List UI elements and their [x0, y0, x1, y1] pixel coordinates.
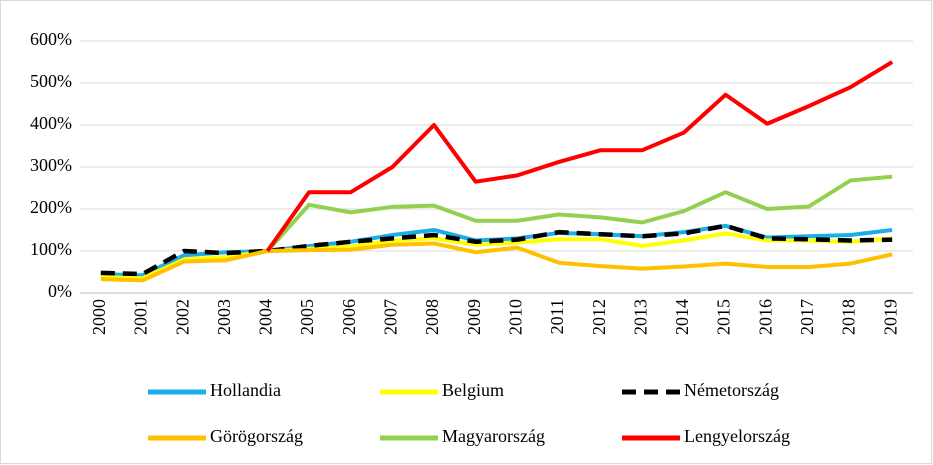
- x-tick-label: 2016: [755, 299, 775, 335]
- legend-label: Magyarország: [442, 426, 545, 446]
- x-tick-label: 2004: [256, 299, 276, 335]
- x-tick-label: 2009: [464, 299, 484, 335]
- x-tick-label: 2002: [172, 299, 192, 335]
- legend-label: Lengyelország: [684, 426, 790, 446]
- y-tick-label: 100%: [30, 239, 72, 259]
- x-tick-label: 2005: [297, 299, 317, 335]
- x-tick-label: 2012: [589, 299, 609, 335]
- line: [100, 241, 893, 283]
- y-tick-label: 500%: [30, 71, 72, 91]
- x-tick-label: 2017: [797, 299, 817, 335]
- y-tick-label: 400%: [30, 113, 72, 133]
- y-tick-label: 200%: [30, 197, 72, 217]
- x-tick-label: 2013: [630, 299, 650, 335]
- line: [100, 231, 893, 281]
- legend-label: Németország: [684, 380, 779, 400]
- x-tick-label: 2006: [339, 299, 359, 335]
- x-tick-label: 2003: [214, 299, 234, 335]
- line: [265, 174, 893, 253]
- x-tick-label: 2000: [89, 299, 109, 335]
- x-tick-label: 2007: [381, 299, 401, 335]
- legend-label: Görögország: [210, 426, 303, 446]
- line: [265, 60, 894, 253]
- x-tick-label: 2019: [880, 299, 900, 335]
- legend-label: Hollandia: [210, 380, 281, 400]
- line: [100, 223, 893, 277]
- y-tick-label: 0%: [48, 281, 72, 301]
- y-tick-label: 600%: [30, 29, 72, 49]
- x-tick-label: 2010: [505, 299, 525, 335]
- x-tick-label: 2018: [839, 299, 859, 335]
- x-tick-label: 2008: [422, 299, 442, 335]
- y-tick-label: 300%: [30, 155, 72, 175]
- x-tick-label: 2001: [131, 299, 151, 335]
- x-tick-label: 2015: [714, 299, 734, 335]
- legend-label: Belgium: [442, 380, 504, 400]
- x-tick-label: 2011: [547, 299, 567, 334]
- x-tick-label: 2014: [672, 299, 692, 335]
